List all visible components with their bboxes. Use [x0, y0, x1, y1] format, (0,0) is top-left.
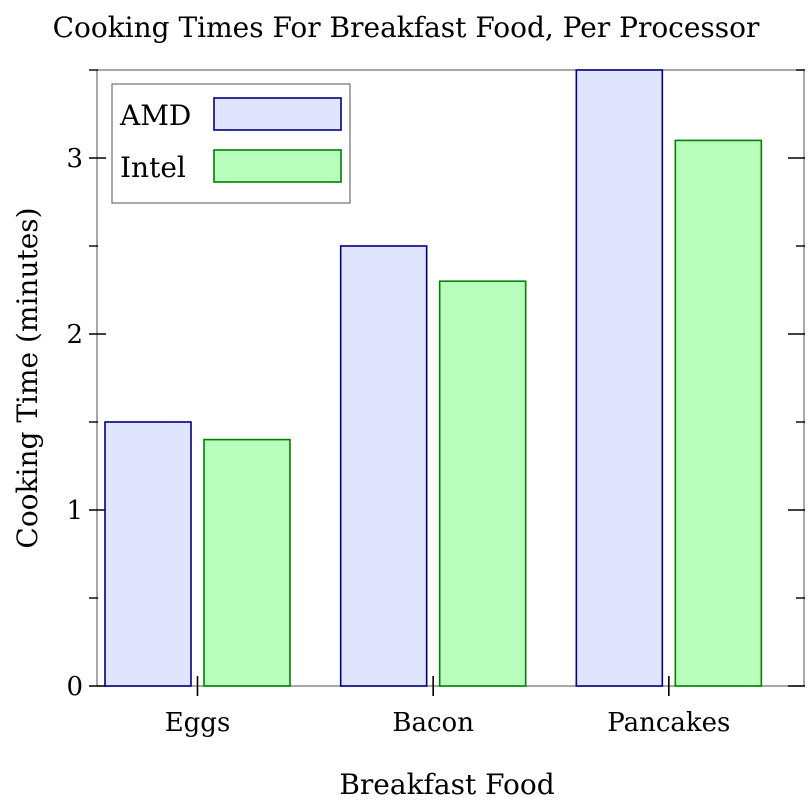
bar-amd-bacon — [339, 245, 428, 687]
bar-intel-eggs — [203, 438, 291, 687]
y-tick-label: 1 — [66, 496, 83, 526]
x-axis-label: Breakfast Food — [339, 768, 554, 801]
bar-intel-bacon — [438, 280, 527, 687]
bar-amd-pancakes — [575, 69, 664, 687]
legend-label: Intel — [120, 151, 186, 184]
y-tick-label: 2 — [66, 320, 83, 350]
legend: AMD Intel — [111, 83, 351, 204]
chart-title: Cooking Times For Breakfast Food, Per Pr… — [53, 11, 760, 44]
x-tick-label: Pancakes — [607, 708, 730, 738]
legend-swatch — [213, 149, 342, 183]
bar-amd-eggs — [104, 421, 192, 687]
y-axis-label: Cooking Time (minutes) — [11, 207, 44, 548]
x-tick-label: Bacon — [392, 708, 474, 738]
plot-area: 0 1 2 3 Eggs Bacon Pancakes — [66, 69, 805, 738]
x-tick-label: Eggs — [165, 708, 231, 738]
legend-label: AMD — [119, 99, 191, 132]
legend-swatch — [213, 97, 342, 131]
y-tick-label: 3 — [66, 144, 83, 174]
y-tick-label: 0 — [66, 672, 83, 702]
bar-intel-pancakes — [674, 139, 763, 687]
